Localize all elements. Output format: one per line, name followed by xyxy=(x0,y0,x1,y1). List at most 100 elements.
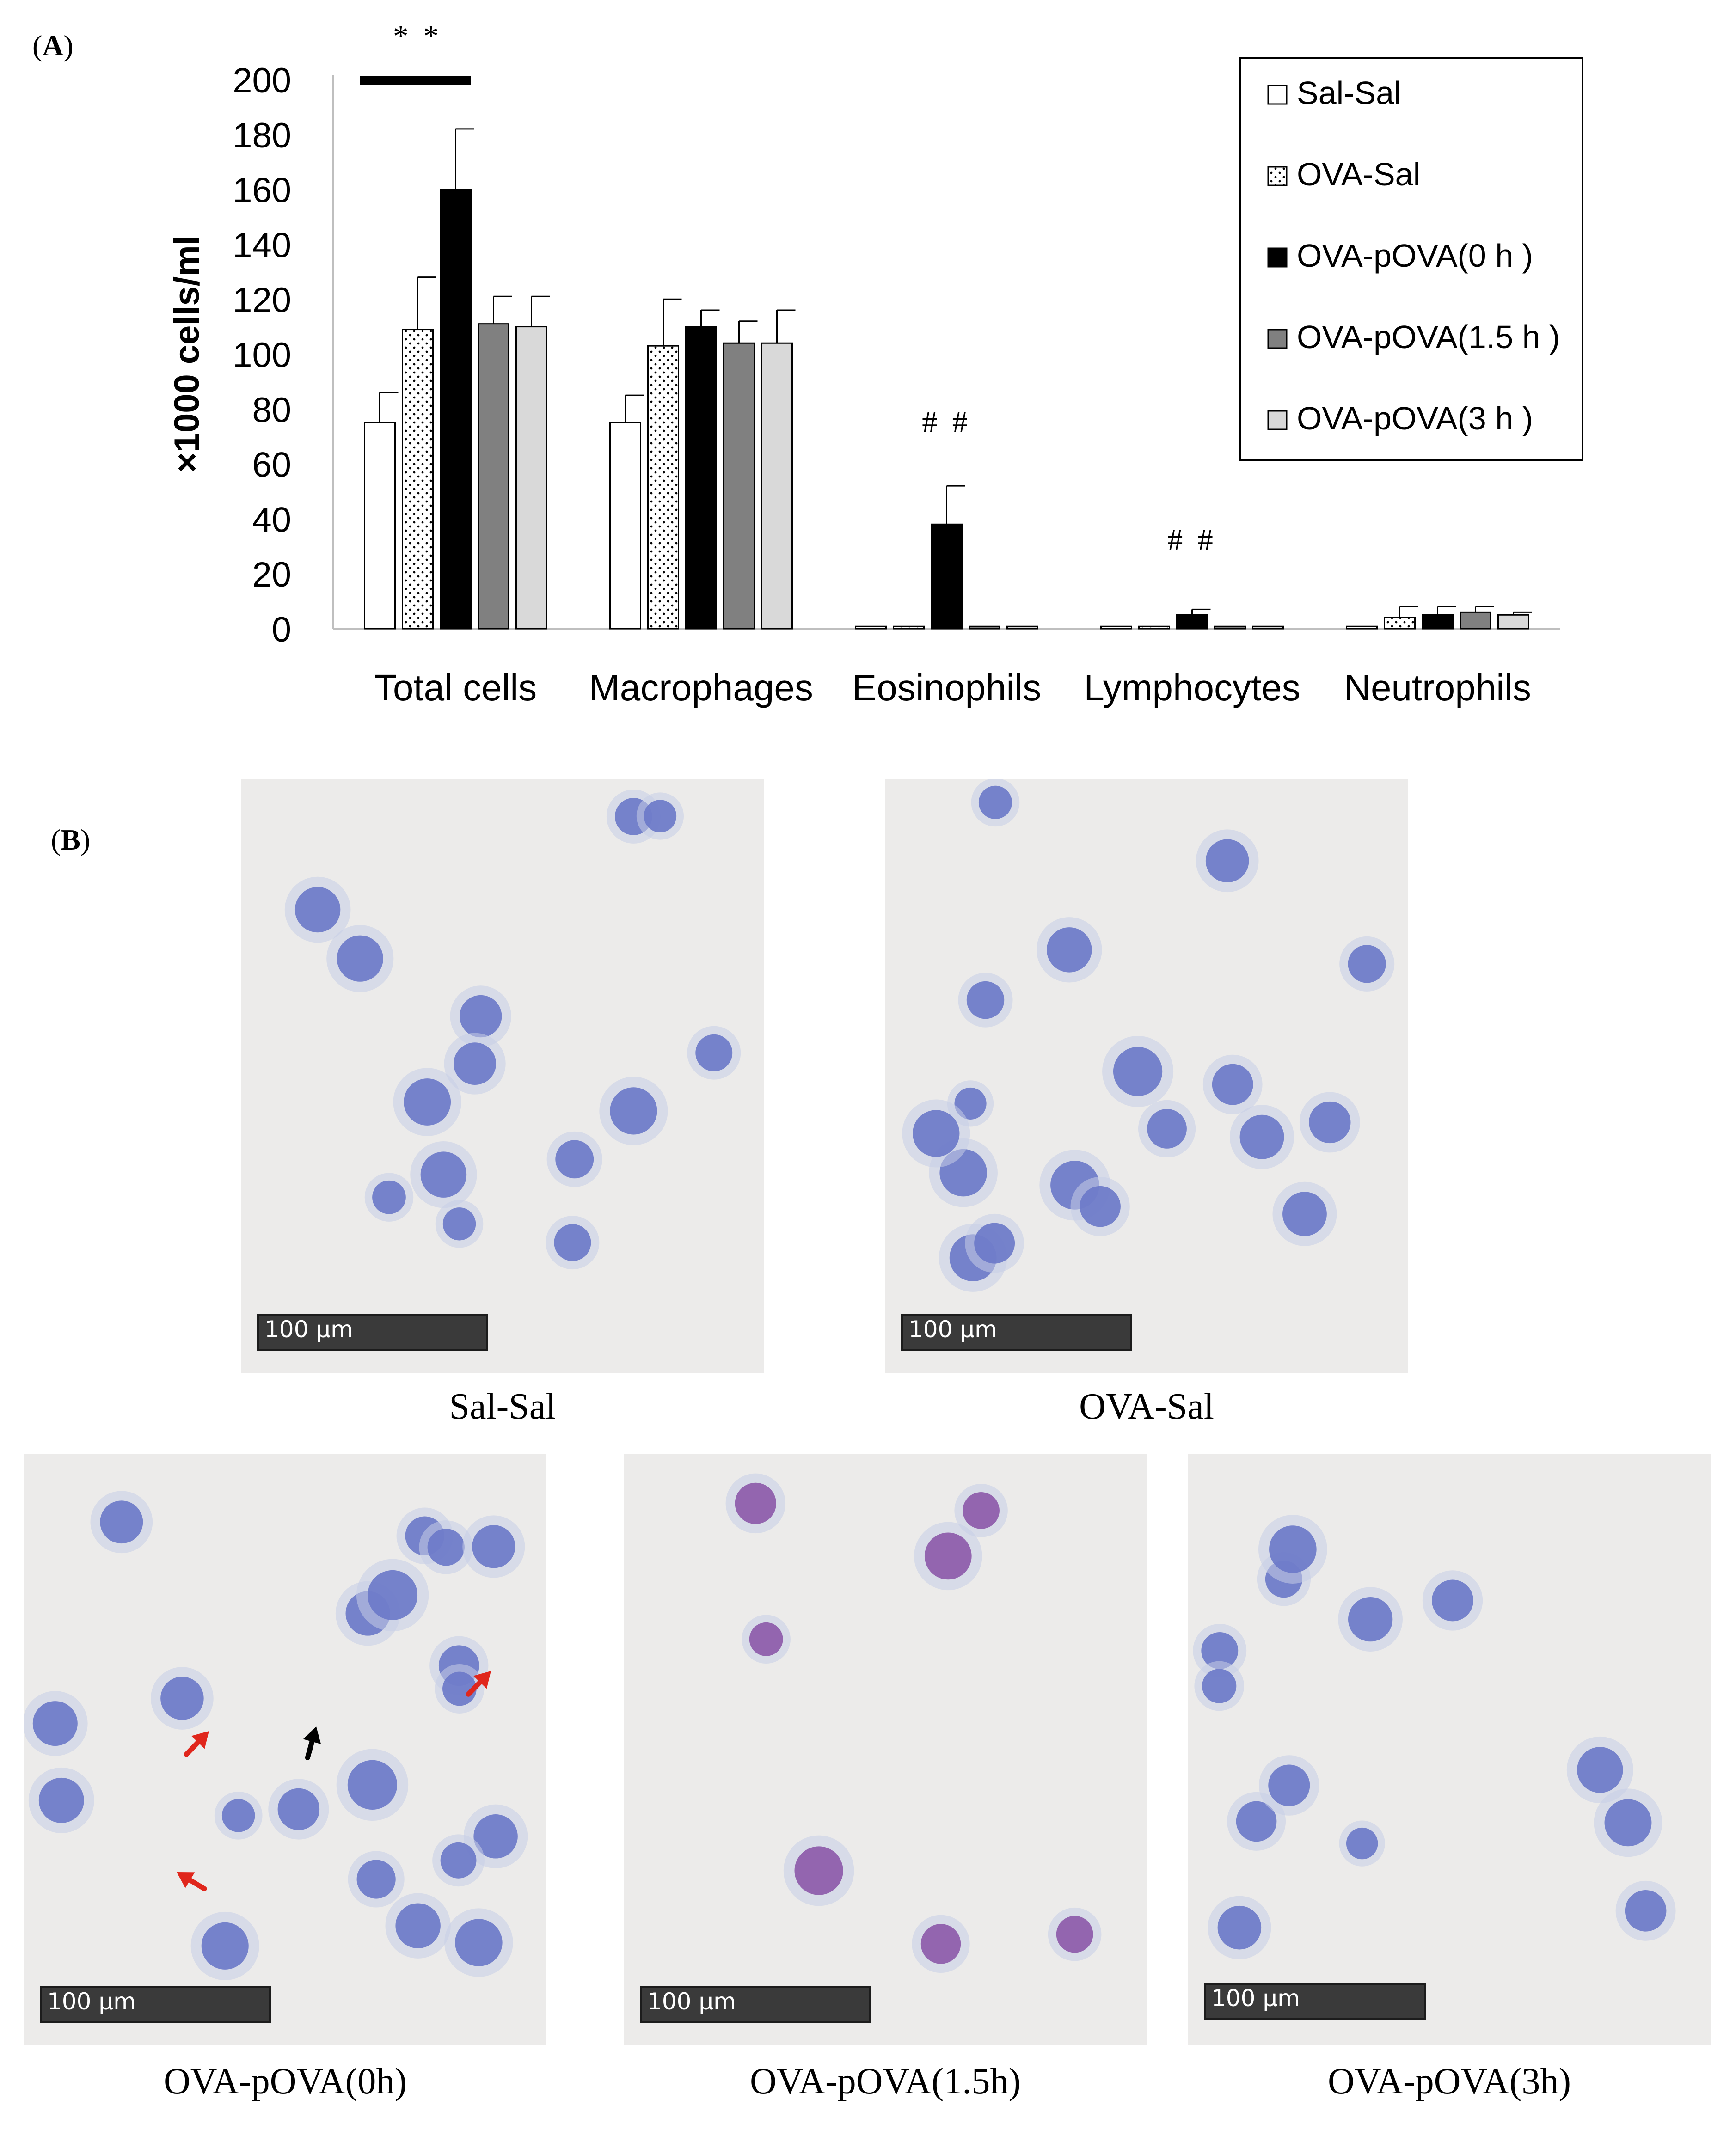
cell-nucleus xyxy=(1147,1109,1187,1149)
bar xyxy=(647,345,679,630)
legend-swatch xyxy=(1267,247,1288,268)
cell-nucleus xyxy=(920,1924,961,1964)
cell-nucleus xyxy=(1217,1905,1262,1950)
cell-field xyxy=(241,779,764,1373)
bar xyxy=(723,342,755,630)
cell-nucleus xyxy=(368,1570,418,1620)
bar xyxy=(609,422,641,630)
cell-nucleus xyxy=(1239,1114,1284,1159)
y-tick-label: 0 xyxy=(272,610,291,649)
cell-nucleus xyxy=(913,1110,960,1157)
significance-marker: * * xyxy=(393,19,442,53)
caption-sal-sal: Sal-Sal xyxy=(449,1386,556,1427)
cell-nucleus xyxy=(472,1525,515,1568)
cell-nucleus xyxy=(356,1860,396,1899)
arrow-head xyxy=(303,1726,321,1744)
bar xyxy=(440,189,472,630)
x-tick-label: Neutrophils xyxy=(1344,667,1531,708)
significance-marker: # # xyxy=(922,405,971,439)
cell-nucleus xyxy=(1604,1799,1652,1847)
bar xyxy=(364,422,396,630)
cell-nucleus xyxy=(395,1903,441,1948)
bar xyxy=(1176,614,1208,630)
cell-nucleus xyxy=(1269,1525,1317,1573)
cell-nucleus xyxy=(454,1042,497,1085)
legend-swatch xyxy=(1267,410,1288,430)
x-tick-label: Macrophages xyxy=(589,667,813,708)
bar xyxy=(1006,625,1038,630)
scale-bar: 100 μm xyxy=(640,1986,871,2023)
cell-nucleus xyxy=(1432,1579,1473,1622)
cell-nucleus xyxy=(1236,1801,1277,1842)
cell-nucleus xyxy=(695,1034,733,1071)
cell-nucleus xyxy=(1268,1764,1310,1806)
cell-nucleus xyxy=(160,1677,204,1720)
bar xyxy=(515,326,547,630)
micrograph-ova-sal: 100 μm xyxy=(885,779,1408,1373)
y-tick-label: 180 xyxy=(233,116,291,155)
legend-swatch xyxy=(1267,166,1288,186)
bar xyxy=(893,625,925,630)
cell-nucleus xyxy=(1577,1747,1623,1793)
cell-nucleus xyxy=(1047,927,1092,973)
y-tick-label: 160 xyxy=(233,171,291,210)
bar xyxy=(685,326,717,630)
arrow-head xyxy=(177,1872,195,1888)
cell-nucleus xyxy=(644,800,677,832)
panel-a-label: (A) xyxy=(32,29,74,62)
caption-ova-pova-3h: OVA-pOVA(3h) xyxy=(1328,2061,1571,2102)
y-tick-label: 140 xyxy=(233,226,291,265)
arrow-head xyxy=(191,1731,209,1749)
cell-nucleus xyxy=(221,1799,255,1832)
cell-nucleus xyxy=(794,1846,843,1895)
bar xyxy=(761,342,793,630)
x-tick-label: Eosinophils xyxy=(852,667,1041,708)
cell-nucleus xyxy=(978,785,1012,819)
cell-nucleus xyxy=(442,1671,477,1706)
cell-nucleus xyxy=(1080,1186,1121,1227)
bar xyxy=(855,625,887,630)
significance-bar xyxy=(360,76,471,85)
y-tick-label: 200 xyxy=(233,61,291,100)
cell-nucleus xyxy=(201,1922,249,1970)
caption-ova-pova-0h: OVA-pOVA(0h) xyxy=(164,2061,407,2102)
arrow-head xyxy=(473,1671,491,1689)
bar xyxy=(1422,614,1454,630)
cell-nucleus xyxy=(294,887,341,933)
y-tick-label: 60 xyxy=(252,446,291,485)
cell-nucleus xyxy=(337,935,383,982)
caption-ova-sal: OVA-Sal xyxy=(1079,1386,1214,1427)
bar xyxy=(931,523,963,630)
cell-nucleus xyxy=(554,1224,591,1261)
bar xyxy=(1100,625,1132,630)
cell-nucleus xyxy=(1625,1890,1667,1932)
y-tick-label: 120 xyxy=(233,281,291,320)
cell-nucleus xyxy=(455,1919,503,1966)
cell-nucleus xyxy=(974,1223,1015,1264)
cell-field xyxy=(1188,1454,1711,2045)
cell-nucleus xyxy=(966,981,1005,1019)
legend-label: OVA-pOVA(3 h ) xyxy=(1297,400,1533,436)
panel-b-label: (B) xyxy=(51,823,91,856)
cell-nucleus xyxy=(420,1151,467,1198)
scale-bar: 100 μm xyxy=(40,1986,271,2023)
cell-nucleus xyxy=(555,1140,594,1179)
cell-nucleus xyxy=(1205,839,1249,883)
legend-label: OVA-pOVA(0 h ) xyxy=(1297,238,1533,274)
cell-nucleus xyxy=(1346,1827,1378,1860)
legend-label: OVA-Sal xyxy=(1297,156,1420,192)
cell-field xyxy=(885,779,1408,1373)
bar xyxy=(1384,617,1416,630)
cell-nucleus xyxy=(460,995,502,1038)
cell-nucleus xyxy=(1348,1597,1393,1642)
cell-nucleus xyxy=(404,1078,451,1126)
cell-field xyxy=(24,1454,546,2045)
cell-nucleus xyxy=(427,1529,465,1566)
cell-nucleus xyxy=(442,1207,476,1241)
scale-bar: 100 μm xyxy=(257,1314,488,1351)
cell-nucleus xyxy=(1202,1669,1237,1703)
significance-marker: # # xyxy=(1167,523,1217,557)
legend-label: OVA-pOVA(1.5 h ) xyxy=(1297,319,1560,355)
x-tick-label: Total cells xyxy=(374,667,537,708)
bar xyxy=(969,625,1000,630)
